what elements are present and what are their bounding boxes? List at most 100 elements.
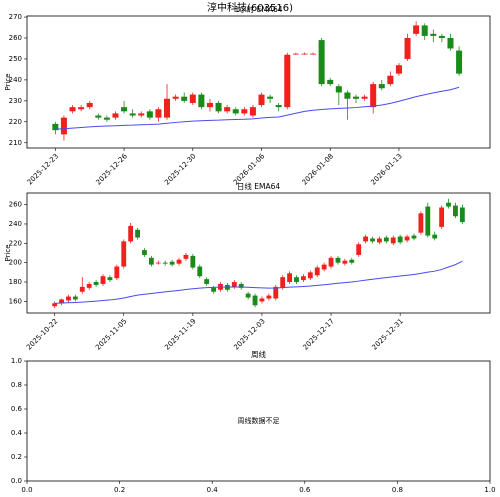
figure-title: 淳中科技(603516) <box>207 1 293 14</box>
annotation: 周线数据不足 <box>238 416 280 425</box>
candle-body <box>266 295 272 299</box>
candle-body <box>352 96 360 99</box>
x-tick-label: 2025-11-19 <box>163 317 197 351</box>
candle-body <box>280 277 286 288</box>
candle-body <box>121 107 128 112</box>
candle-body <box>93 282 99 285</box>
candle-body <box>314 267 320 276</box>
candle-body <box>224 107 231 112</box>
candle-body <box>438 35 445 38</box>
candle-body <box>413 25 420 34</box>
candle-body <box>103 117 110 120</box>
candle-body <box>377 238 382 243</box>
x-tick-label: 2025-12-31 <box>371 317 405 351</box>
candle-body <box>66 296 71 301</box>
candle-body <box>292 53 299 55</box>
x-tick-label: 2025-12-17 <box>301 317 335 351</box>
candle-body <box>447 38 454 49</box>
x-tick-label: 2026-01-08 <box>301 152 335 186</box>
candle-body <box>232 109 239 114</box>
candle-body <box>69 107 76 112</box>
candle-body <box>421 25 428 36</box>
candle-body <box>72 296 78 300</box>
y-tick-label: 0.4 <box>11 429 23 437</box>
y-tick-label: 220 <box>9 118 22 126</box>
y-tick-label: 1.0 <box>11 357 22 365</box>
candle-body <box>198 94 205 108</box>
candle-body <box>363 236 369 242</box>
candle-body <box>327 79 334 85</box>
plot-frame <box>26 15 491 149</box>
candle-body <box>100 276 106 284</box>
candle-body <box>231 282 237 287</box>
candle-body <box>395 65 402 74</box>
y-tick-label: 200 <box>9 259 22 267</box>
candle-body <box>310 53 317 55</box>
candle-body <box>259 298 265 302</box>
candle-body <box>206 102 213 108</box>
candle-body <box>284 54 291 108</box>
candle-body <box>344 92 351 99</box>
y-tick-label: 180 <box>9 278 22 286</box>
x-tick-label: 0.8 <box>392 486 403 494</box>
candle-body <box>411 235 417 239</box>
candle-body <box>128 225 134 242</box>
candle-body <box>453 205 458 217</box>
ema-line <box>54 260 463 304</box>
candle-body <box>425 206 431 236</box>
candle-body <box>52 303 58 307</box>
candle-body <box>378 84 385 89</box>
candle-body <box>342 260 348 264</box>
candle-body <box>204 279 210 284</box>
candle-body <box>112 113 119 118</box>
y-tick-label: 220 <box>9 239 22 247</box>
plot-frame <box>26 360 491 482</box>
subplot-title: 日线 EMA64 <box>237 181 280 191</box>
plot-frame <box>26 192 491 314</box>
candle-body <box>169 261 175 265</box>
candle-body <box>370 84 377 108</box>
y-tick-label: 260 <box>9 201 22 209</box>
candle-body <box>404 38 411 59</box>
candle-body <box>456 50 463 74</box>
candle-body <box>318 40 325 85</box>
candle-body <box>146 111 153 118</box>
candle-body <box>142 250 147 255</box>
x-tick-label: 0.6 <box>299 486 311 494</box>
x-tick-label: 1.0 <box>484 486 495 494</box>
candle-body <box>121 241 127 267</box>
candle-body <box>361 96 368 99</box>
subplot-title: 周线 <box>251 349 266 359</box>
y-tick-label: 210 <box>9 139 22 147</box>
y-tick-label: 230 <box>9 97 22 105</box>
candle-body <box>59 299 64 304</box>
candle-body <box>307 272 313 279</box>
x-tick-label: 2025-11-05 <box>94 317 128 351</box>
candle-body <box>300 276 306 281</box>
candle-body <box>390 237 396 244</box>
candle-body <box>86 283 92 288</box>
candle-body <box>114 266 120 279</box>
y-axis-label: Price <box>4 73 12 90</box>
candle-body <box>294 277 299 283</box>
candle-body <box>249 107 256 116</box>
y-tick-label: 0.8 <box>11 381 22 389</box>
candle-body <box>446 202 451 207</box>
candle-body <box>245 293 251 298</box>
candle-body <box>383 237 389 242</box>
candle-body <box>189 94 196 103</box>
x-tick-label: 2026-01-13 <box>369 152 403 186</box>
candle-body <box>370 238 375 242</box>
candle-body <box>155 109 162 118</box>
candle-body <box>432 234 438 239</box>
y-tick-label: 250 <box>9 55 22 63</box>
candle-body <box>135 229 140 238</box>
candle-body <box>356 244 362 255</box>
candle-body <box>387 75 394 85</box>
x-tick-label: 0.0 <box>21 486 32 494</box>
subplot-title: 1小时 EMA64 <box>234 4 282 14</box>
candle-body <box>211 287 217 292</box>
candle-body <box>197 266 203 277</box>
candle-body <box>335 257 341 263</box>
x-tick-label: 0.4 <box>207 486 219 494</box>
